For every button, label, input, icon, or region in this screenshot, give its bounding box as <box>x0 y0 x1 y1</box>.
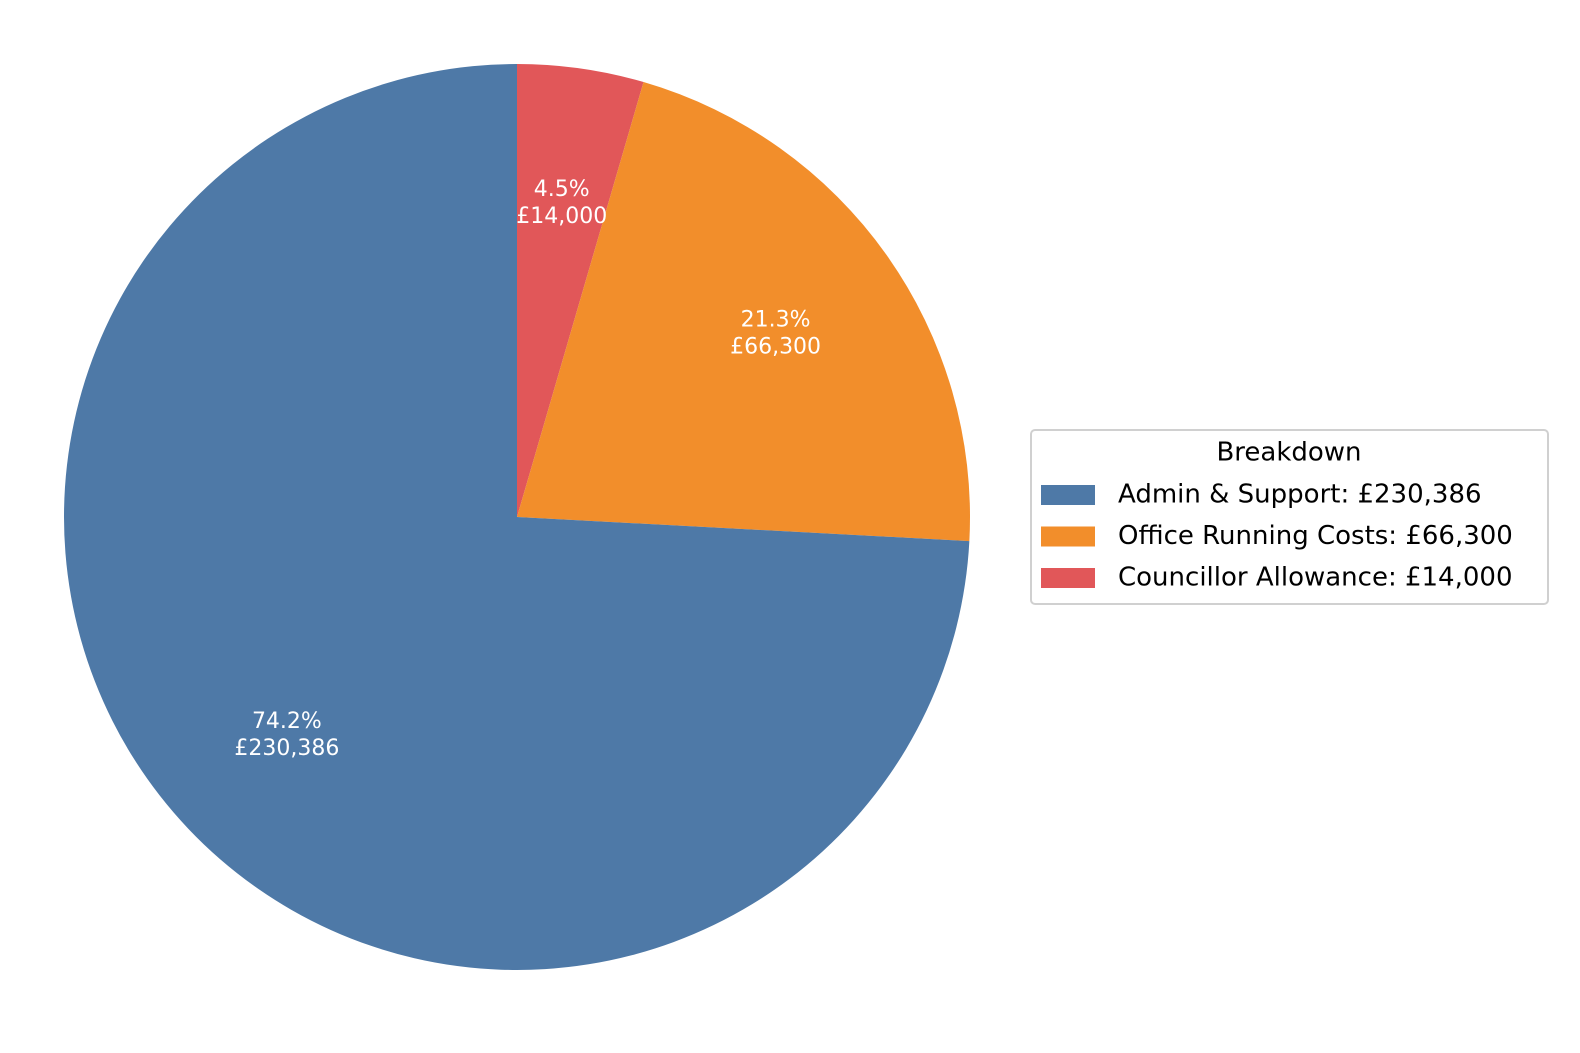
value-label: £66,300 <box>730 334 821 359</box>
legend-label: Admin & Support: £230,386 <box>1118 480 1482 510</box>
legend-box <box>1030 429 1549 605</box>
pie-slice <box>517 82 970 542</box>
percent-label: 21.3% <box>741 307 811 332</box>
legend-swatch <box>1041 526 1095 547</box>
value-label: £230,386 <box>234 736 339 761</box>
legend: Admin & Support: £230,386 Office Running … <box>1041 480 1513 593</box>
legend-label: Councillor Allowance: £14,000 <box>1118 563 1513 593</box>
percent-label: 74.2% <box>252 709 322 734</box>
legend-swatch <box>1041 568 1095 588</box>
value-label: £14,000 <box>516 204 607 229</box>
percent-label: 4.5% <box>534 177 590 202</box>
legend-title: Breakdown <box>1216 438 1361 468</box>
legend-label: Office Running Costs: £66,300 <box>1118 521 1513 551</box>
data-labels: 74.2%£230,386 21.3%£66,300 4.5%£14,000 <box>234 177 821 761</box>
legend-swatch <box>1041 485 1095 505</box>
pie-slice <box>63 64 970 971</box>
pie-slice <box>517 64 644 517</box>
